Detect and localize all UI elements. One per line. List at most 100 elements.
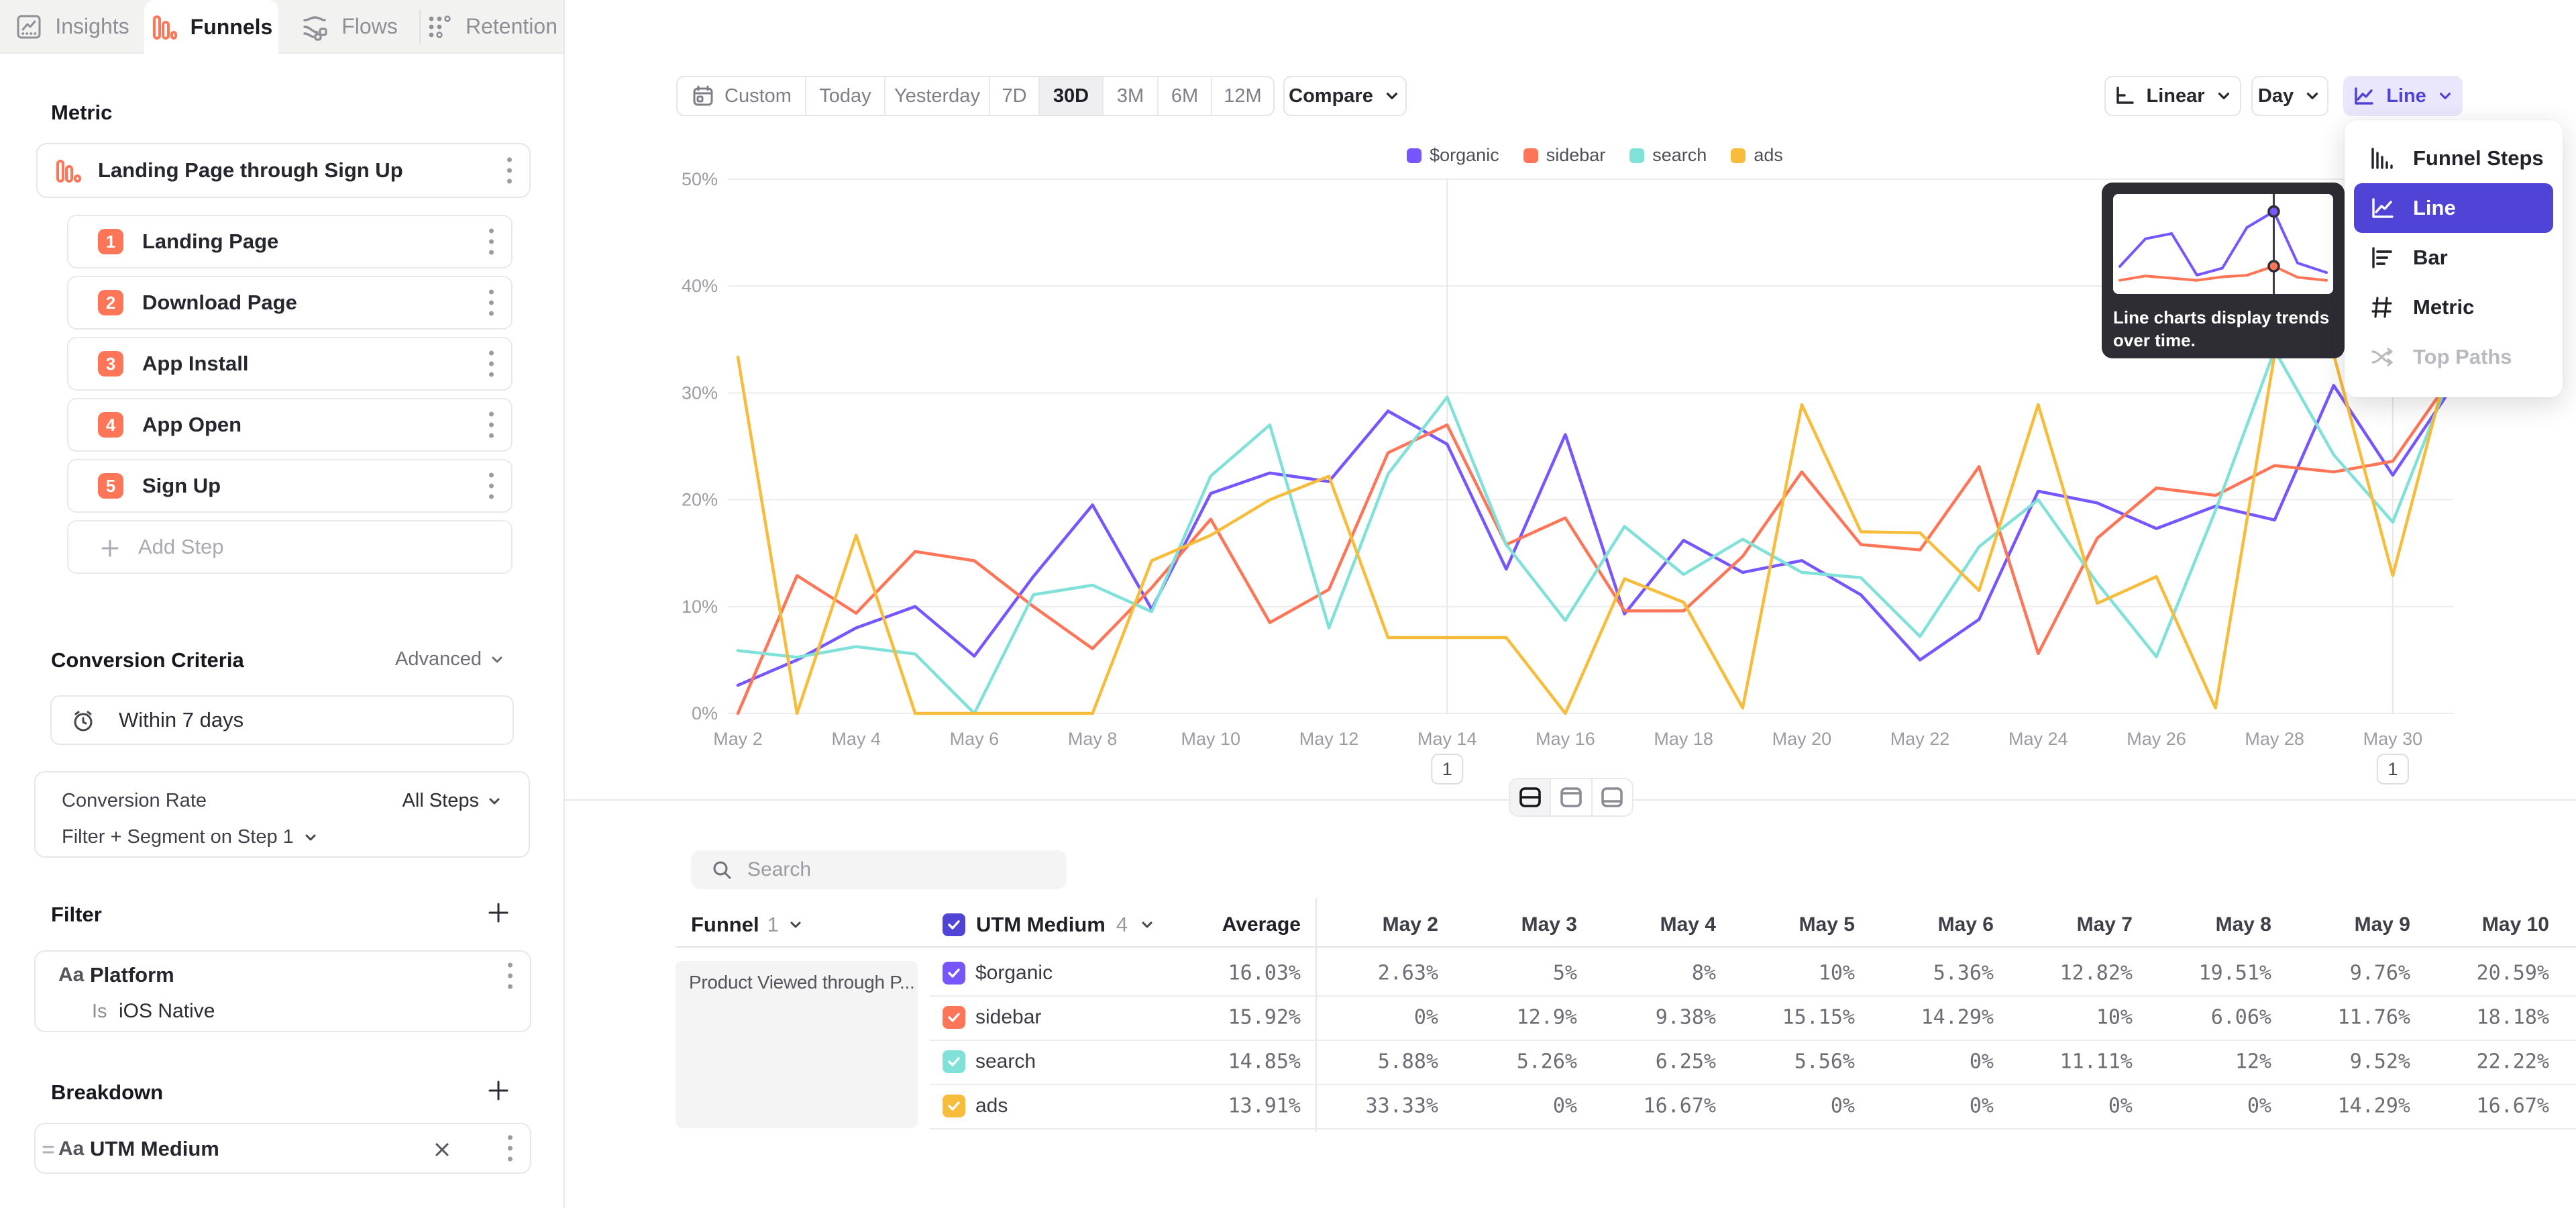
filter-value[interactable]: iOS Native (119, 1000, 215, 1022)
annotation-badge[interactable]: 1 (1431, 754, 1464, 785)
compare-button[interactable]: Compare (1283, 76, 1407, 116)
chart-type-button[interactable]: Line (2343, 76, 2463, 116)
chevron-down-icon (1142, 921, 1152, 928)
row-border (930, 995, 2576, 997)
tab-retention[interactable]: Retention (419, 0, 564, 54)
row-checkbox[interactable] (943, 1095, 965, 1117)
view-toggle-table[interactable] (1593, 779, 1632, 815)
kebab-icon[interactable] (488, 228, 494, 255)
annotation-badge[interactable]: 1 (2376, 754, 2409, 785)
date-range-label: 30D (1053, 85, 1089, 107)
row-value: 11.11% (2059, 1050, 2133, 1074)
row-checkbox[interactable] (943, 1006, 965, 1029)
remove-breakdown-icon[interactable] (432, 1140, 452, 1160)
date-column-header: May 7 (2076, 913, 2133, 936)
date-range-yesterday[interactable]: Yesterday (885, 77, 990, 115)
funnel-column-header[interactable]: Funnel 1 (691, 913, 804, 937)
kebab-icon[interactable] (507, 1135, 513, 1162)
date-range-3m[interactable]: 3M (1104, 77, 1159, 115)
date-range-custom[interactable]: Custom (678, 77, 806, 115)
x-axis-label: May 26 (2127, 729, 2186, 749)
legend-label: ads (1754, 145, 1783, 165)
interval-button[interactable]: Day (2251, 76, 2328, 116)
row-value: 20.59% (2476, 961, 2549, 985)
kebab-icon[interactable] (488, 411, 494, 438)
date-range-6m[interactable]: 6M (1159, 77, 1212, 115)
x-axis-label: May 22 (1890, 729, 1950, 749)
step-label: App Open (142, 413, 242, 436)
tab-insights[interactable]: Insights (0, 0, 144, 54)
funnel-steps-icon (2371, 148, 2393, 169)
row-value: 12% (2235, 1050, 2271, 1074)
funnel-step-4[interactable]: 4 App Open (67, 398, 513, 452)
row-value: 0% (2108, 1094, 2133, 1118)
menu-item-line[interactable]: Line (2354, 183, 2553, 233)
kebab-icon[interactable] (488, 289, 494, 316)
select-all-checkbox[interactable] (943, 913, 965, 936)
y-axis-label: 0% (692, 703, 718, 723)
row-average-value: 13.91% (1228, 1094, 1301, 1118)
search-box[interactable] (691, 850, 1067, 889)
row-value: 2.63% (1377, 961, 1438, 985)
chart-type-label: Line (2386, 85, 2426, 107)
split-view-icon (1519, 787, 1541, 807)
date-range-12m[interactable]: 12M (1212, 77, 1273, 115)
row-checkbox[interactable] (943, 962, 965, 985)
kebab-icon[interactable] (488, 350, 494, 377)
conversion-rate-steps-dropdown[interactable]: All Steps (402, 790, 503, 812)
search-input[interactable] (747, 858, 1029, 881)
date-range-label: 6M (1171, 85, 1199, 107)
filter-operator[interactable]: Is (92, 1001, 107, 1022)
row-border (930, 1040, 2576, 1041)
row-value: 10% (1818, 961, 1855, 985)
funnel-step-5[interactable]: 5 Sign Up (67, 459, 513, 513)
filter-segment-dropdown[interactable]: Filter + Segment on Step 1 (62, 826, 319, 848)
legend-item-search[interactable]: search (1629, 145, 1707, 166)
tab-flows[interactable]: Flows (278, 0, 419, 54)
row-checkbox[interactable] (943, 1050, 965, 1073)
series-line-search (736, 348, 2454, 715)
funnel-metric-card[interactable]: Landing Page through Sign Up (36, 143, 531, 198)
date-range-label: 3M (1116, 85, 1144, 107)
row-value: 9.38% (1655, 1005, 1716, 1029)
drag-handle-icon[interactable] (41, 1142, 56, 1158)
menu-item-funnel-steps[interactable]: Funnel Steps (2354, 134, 2553, 183)
interval-label: Day (2257, 85, 2294, 107)
row-value: 0% (1413, 1005, 1438, 1029)
row-label: ads (975, 1095, 1008, 1117)
view-toggle-chart[interactable] (1551, 779, 1593, 815)
kebab-icon[interactable] (488, 472, 494, 499)
add-step-button[interactable]: Add Step (67, 520, 513, 574)
legend-item-sidebar[interactable]: sidebar (1523, 145, 1605, 166)
row-value: 0% (1969, 1094, 1994, 1118)
conversion-window-card[interactable]: Within 7 days (50, 695, 514, 745)
kebab-icon[interactable] (507, 962, 513, 989)
legend-item-ads[interactable]: ads (1731, 145, 1783, 166)
date-range-today[interactable]: Today (806, 77, 885, 115)
breakdown-card[interactable]: Aa UTM Medium (34, 1123, 531, 1174)
add-filter-button[interactable] (487, 901, 510, 924)
legend-item-organic[interactable]: $organic (1407, 145, 1499, 166)
row-value: 6.25% (1655, 1050, 1716, 1074)
date-range-7d[interactable]: 7D (990, 77, 1040, 115)
funnel-step-3[interactable]: 3 App Install (67, 337, 513, 391)
funnel-step-2[interactable]: 2 Download Page (67, 276, 513, 330)
tab-funnels[interactable]: Funnels (144, 0, 278, 55)
x-axis-label: May 18 (1654, 729, 1713, 749)
date-range-30d[interactable]: 30D (1040, 77, 1104, 115)
menu-item-metric[interactable]: Metric (2354, 283, 2553, 332)
funnel-metric-icon (56, 160, 81, 183)
date-column-header: May 2 (1382, 913, 1438, 936)
funnel-name-cell[interactable]: Product Viewed through P... (676, 961, 918, 1128)
breakdown-column-header[interactable]: UTM Medium 4 (943, 913, 1156, 937)
filter-card[interactable]: Aa Platform Is iOS Native (34, 950, 531, 1032)
menu-item-bar[interactable]: Bar (2354, 233, 2553, 283)
kebab-icon[interactable] (506, 157, 512, 184)
scale-button[interactable]: Linear (2104, 76, 2241, 116)
funnel-step-1[interactable]: 1 Landing Page (67, 215, 513, 268)
advanced-dropdown[interactable]: Advanced (395, 648, 506, 670)
view-toggle-split[interactable] (1510, 779, 1552, 815)
add-breakdown-button[interactable] (487, 1079, 510, 1102)
line-chart[interactable]: 0% 10% 20% 30% 40% 50% May 2 May 4 May 6 May 8 May… (565, 134, 2576, 795)
